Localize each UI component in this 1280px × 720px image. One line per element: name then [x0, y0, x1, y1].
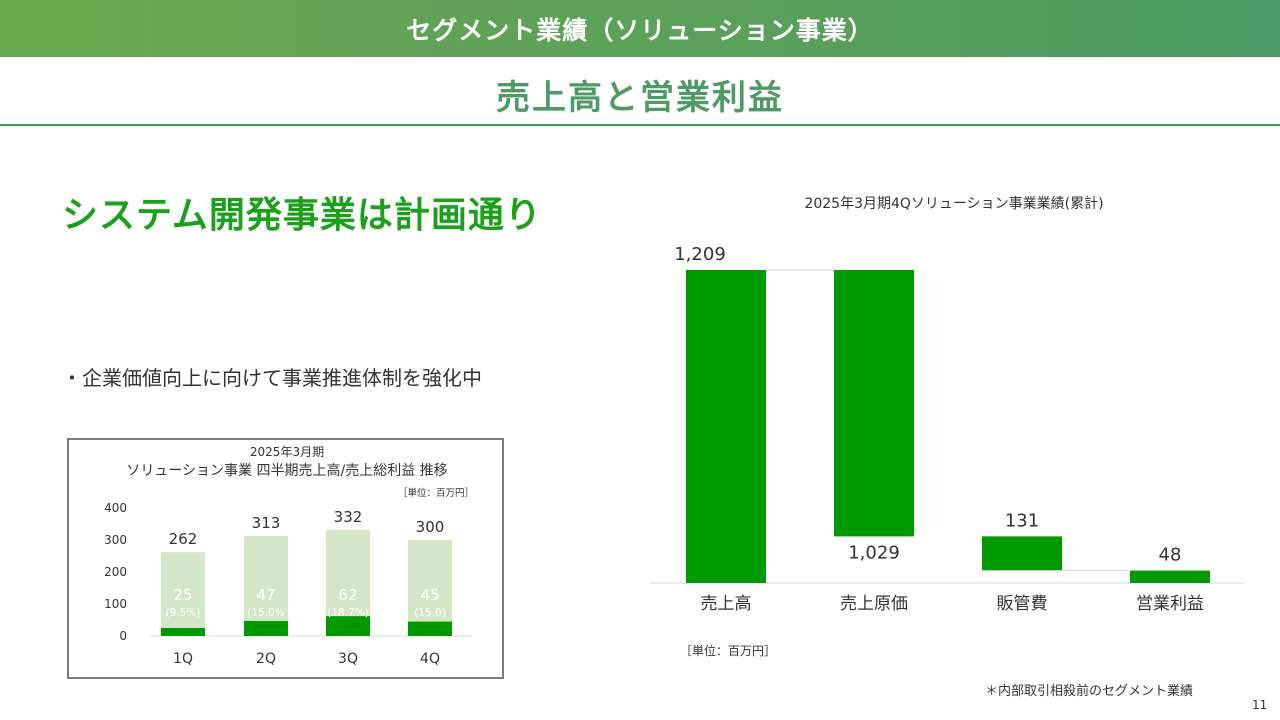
waterfall-value-label-4: 48 — [1159, 545, 1182, 566]
section-title: セグメント業績（ソリューション事業） — [406, 15, 874, 45]
gross-profit-label-1: 25 — [173, 586, 192, 604]
y-tick-label-4: 400 — [104, 501, 127, 515]
page-title: 売上高と営業利益 — [496, 77, 784, 118]
section-header-bar: セグメント業績（ソリューション事業） — [0, 0, 1280, 57]
waterfall-value-label-2: 1,029 — [848, 542, 900, 563]
x-tick-label-1: 売上高 — [701, 594, 752, 614]
gross-profit-label-4: 45 — [420, 586, 439, 604]
headline: システム開発事業は計画通り — [62, 195, 542, 236]
sales-label-3: 332 — [334, 508, 363, 526]
sales-label-2: 313 — [252, 514, 281, 532]
gross-margin-label-2: (15.0% — [247, 607, 284, 619]
y-tick-label-2: 200 — [104, 565, 127, 579]
sales-label-1: 262 — [169, 530, 198, 548]
x-tick-label-3: 3Q — [338, 651, 358, 667]
gross-profit-bar-3 — [326, 616, 370, 636]
gross-margin-label-4: (15.0) — [414, 607, 446, 619]
waterfall-bar-1 — [686, 270, 766, 583]
unit-label: ［単位：百万円］ — [398, 487, 474, 499]
quarterly-chart-box: 2025年3月期ソリューション事業 四半期売上高/売上総利益 推移 ［単位：百万円… — [67, 438, 504, 679]
waterfall-bar-2 — [834, 270, 914, 537]
waterfall-chart: 2025年3月期4Qソリューション事業業績(累計) 1,209 売上高 1,029 売上… — [650, 196, 1244, 658]
waterfall-bar-4 — [1130, 570, 1210, 583]
sales-label-4: 300 — [416, 518, 445, 536]
sales-bar-1 — [161, 552, 205, 636]
gross-margin-label-3: (18.7%) — [327, 607, 369, 619]
title-divider — [0, 124, 1280, 126]
x-tick-label-4: 営業利益 — [1136, 594, 1204, 614]
waterfall-value-label-1: 1,209 — [674, 244, 726, 265]
gross-profit-label-2: 47 — [256, 586, 275, 604]
bullet-point: ・企業価値向上に向けて事業推進体制を強化中 — [62, 366, 482, 390]
waterfall-bar-3 — [982, 536, 1062, 571]
gross-profit-label-3: 62 — [338, 586, 357, 604]
sales-bar-4 — [408, 540, 452, 636]
waterfall-value-label-3: 131 — [1005, 510, 1039, 531]
chart-title: 2025年3月期4Qソリューション事業業績(累計) — [804, 196, 1103, 212]
gross-profit-bar-4 — [408, 621, 452, 636]
chart-title: 2025年3月期 — [250, 445, 324, 459]
footnote: ＊内部取引相殺前のセグメント業績 — [985, 684, 1194, 699]
unit-label: ［単位：百万円］ — [680, 643, 776, 658]
x-tick-label-2: 2Q — [256, 651, 276, 667]
x-tick-label-4: 4Q — [420, 651, 440, 667]
y-tick-label-0: 0 — [119, 629, 127, 643]
x-tick-label-1: 1Q — [173, 651, 193, 667]
gross-profit-bar-1 — [161, 628, 205, 636]
chart-subtitle: ソリューション事業 四半期売上高/売上総利益 推移 — [126, 462, 447, 479]
x-tick-label-3: 販管費 — [997, 594, 1048, 614]
y-tick-label-1: 100 — [104, 597, 127, 611]
waterfall-chart-area: 2025年3月期4Qソリューション事業業績(累計) 1,209 売上高 1,029 売上… — [640, 180, 1260, 674]
page-title-area: 売上高と営業利益 — [0, 64, 1280, 124]
gross-profit-bar-2 — [244, 620, 288, 636]
y-tick-label-3: 300 — [104, 533, 127, 547]
sales-bar-2 — [244, 535, 288, 636]
page-number: 11 — [1252, 698, 1268, 712]
gross-margin-label-1: (9.5%) — [166, 607, 201, 619]
x-tick-label-2: 売上原価 — [840, 594, 908, 614]
